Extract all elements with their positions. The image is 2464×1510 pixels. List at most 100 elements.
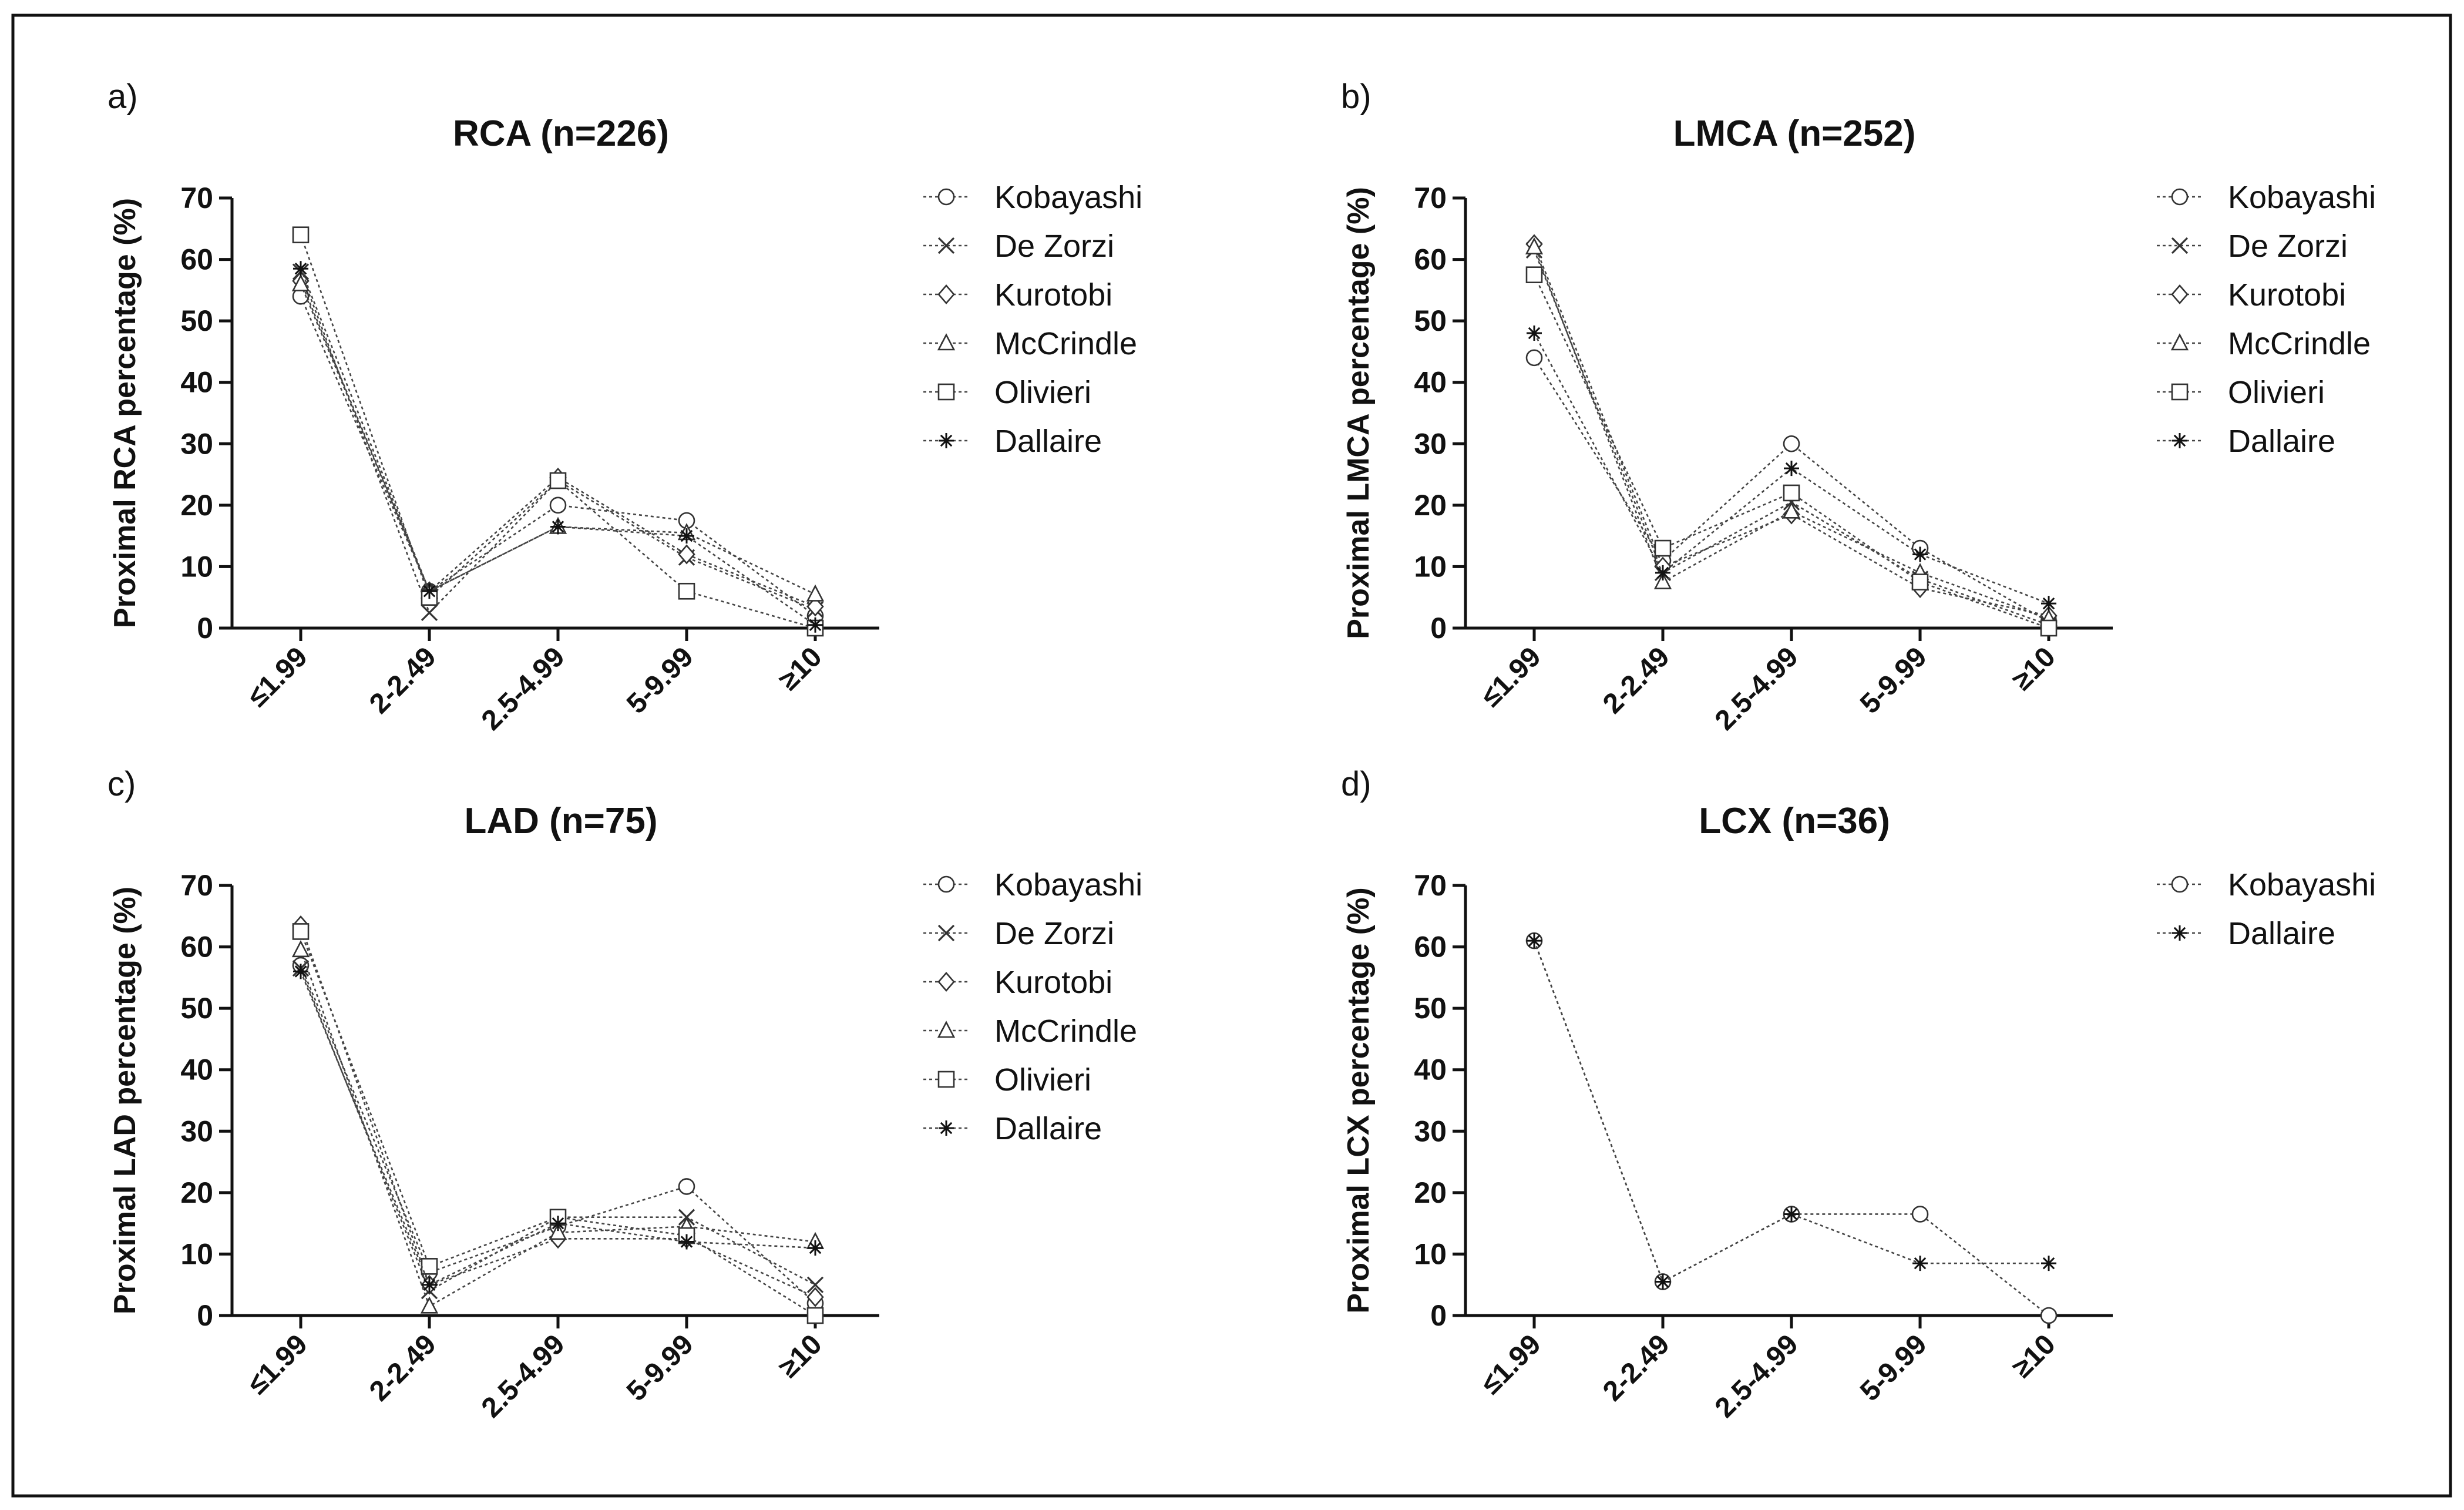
panel-c-point-marker-square <box>806 1307 824 1324</box>
panel-b-series-dallaire <box>1527 326 2056 612</box>
panel-a-point-marker-asterisk <box>679 528 694 544</box>
panel-b-ytick-label: 70 <box>1414 182 1447 214</box>
panel-a-legend-marker-square <box>937 383 955 401</box>
panel-c-point-marker-diamond <box>806 1287 824 1307</box>
panel-c-legend-marker-diamond <box>937 972 955 992</box>
panel-a-ytick-label: 50 <box>180 304 213 337</box>
panel-d-ytick-label: 20 <box>1414 1176 1447 1209</box>
panel-c-legend-marker-square <box>937 1071 955 1088</box>
panel-c-point-marker-asterisk <box>679 1234 694 1250</box>
panel-c-point-marker-asterisk <box>550 1216 566 1232</box>
panel-b-ytick-label: 50 <box>1414 304 1447 337</box>
panel-c-legend-label: Olivieri <box>994 1062 1091 1098</box>
panel-d-series-line <box>1533 940 2049 1283</box>
panel-c-ylabel: Proximal LAD percentage (%) <box>108 887 142 1314</box>
panel-c-ytick-label: 20 <box>180 1176 213 1209</box>
panel-b-ytick-label: 20 <box>1414 489 1447 522</box>
panel-a-point-marker-x <box>421 604 438 621</box>
panel-d-legend-label: Dallaire <box>2228 916 2335 951</box>
panel-a-ylabel: Proximal RCA percentage (%) <box>108 198 142 628</box>
panel-b-legend-label: De Zorzi <box>2228 229 2348 264</box>
panel-c-ytick-label: 70 <box>180 869 213 902</box>
panel-b-legend-marker-x <box>2171 237 2189 254</box>
panel-b-legend-label: Kurotobi <box>2228 277 2346 313</box>
panel-a-legend-label: Olivieri <box>994 375 1091 410</box>
panel-a-ytick-label: 60 <box>180 243 213 276</box>
panel-a-legend-label: Kobayashi <box>994 180 1142 215</box>
panel-a-ytick-label: 0 <box>197 612 213 645</box>
panel-d-point-marker-circle <box>1911 1206 1929 1223</box>
panel-a-point-marker-triangle <box>291 274 310 291</box>
panel-b-point-marker-asterisk <box>1912 546 1928 562</box>
panel-c-legend-label: Kurotobi <box>994 965 1112 1000</box>
panel-b-series-olivieri <box>1525 266 2058 637</box>
panel-d-ytick-label: 30 <box>1414 1115 1447 1147</box>
panel-b-ytick-label: 40 <box>1414 366 1447 399</box>
panel-b-point-marker-triangle <box>1782 501 1801 519</box>
panel-b-legend-label: Kobayashi <box>2228 180 2376 215</box>
panel-d-point-marker-asterisk <box>1655 1274 1670 1290</box>
panel-b-point-marker-square <box>1654 539 1672 557</box>
panel-a-point-marker-diamond <box>678 544 695 565</box>
panel-a-legend-label: Dallaire <box>994 424 1102 459</box>
panel-d-ytick-label: 60 <box>1414 931 1447 964</box>
panel-b-ytick-label: 10 <box>1414 550 1447 583</box>
panel-a-point-marker-asterisk <box>422 583 437 599</box>
panel-b-point-marker-asterisk <box>1527 326 1542 341</box>
panel-b-legend-marker-square <box>2171 383 2189 401</box>
panel-c-legend-label: De Zorzi <box>994 916 1114 951</box>
panel-c-legend-label: Kobayashi <box>994 867 1142 902</box>
panel-b-legend-label: McCrindle <box>2228 326 2371 361</box>
panel-a-ytick-label: 30 <box>180 427 213 460</box>
panel-b-series-line <box>1533 243 2049 617</box>
panel-c-series-dallaire <box>293 964 823 1293</box>
panel-a-series-dallaire <box>293 261 823 633</box>
panel-c-point-marker-asterisk <box>808 1240 823 1256</box>
panel-d-legend-marker-circle <box>2171 875 2189 893</box>
panel-b-title: LMCA (n=252) <box>1673 113 1916 154</box>
panel-c-ytick-label: 60 <box>180 931 213 964</box>
panel-a-series-olivieri <box>292 226 824 637</box>
panel-d-legend-marker-asterisk <box>2172 925 2187 941</box>
panel-a-point-marker-square <box>292 226 310 244</box>
panel-a-legend-marker-asterisk <box>939 433 954 448</box>
panel-b-point-marker-circle <box>1783 435 1800 452</box>
panel-a-point-marker-square <box>549 472 567 489</box>
panel-a-point-marker-circle <box>549 496 567 514</box>
panel-d-point-marker-asterisk <box>1784 1206 1799 1222</box>
panel-d-point-marker-asterisk <box>1912 1256 1928 1271</box>
panel-b-ytick-label: 30 <box>1414 427 1447 460</box>
panel-c-point-marker-asterisk <box>422 1277 437 1293</box>
panel-d-ytick-label: 10 <box>1414 1237 1447 1270</box>
panel-b-point-marker-asterisk <box>1655 565 1670 580</box>
panel-b-legend: Kobayashi De Zorzi Kurotobi McCrindle Olivie… <box>2157 180 2376 459</box>
panel-a-letter: a) <box>107 78 138 116</box>
panel-d-ytick-label: 40 <box>1414 1053 1447 1086</box>
panel-c-ytick-label: 50 <box>180 992 213 1025</box>
panel-a-ytick-label: 70 <box>180 182 213 214</box>
panel-b-ytick-label: 60 <box>1414 243 1447 276</box>
panel-d-point-marker-asterisk <box>1527 933 1542 949</box>
panel-a-series-line <box>300 268 816 626</box>
panel-d-ytick-label: 0 <box>1430 1299 1447 1332</box>
panel-a-legend-label: Kurotobi <box>994 277 1112 313</box>
panel-b-legend-label: Olivieri <box>2228 375 2325 410</box>
panel-a-point-marker-square <box>678 582 695 600</box>
panel-b-ylabel: Proximal LMCA percentage (%) <box>1342 187 1376 639</box>
panel-a-legend-label: De Zorzi <box>994 229 1114 264</box>
panel-a-legend-marker-triangle <box>937 333 956 351</box>
panel-c-point-marker-triangle <box>549 1223 567 1240</box>
panel-c-legend-marker-triangle <box>937 1021 956 1038</box>
panel-c-point-marker-x <box>806 1276 824 1293</box>
panel-a-point-marker-diamond <box>806 596 824 617</box>
panel-b-legend-marker-circle <box>2171 188 2189 206</box>
panel-d-letter: d) <box>1341 765 1371 803</box>
panel-d-point-marker-circle <box>2040 1307 2058 1324</box>
panel-c-legend-marker-circle <box>937 875 955 893</box>
panel-c-point-marker-circle <box>678 1178 695 1195</box>
panel-c-ytick-label: 40 <box>180 1053 213 1086</box>
panel-a-legend-marker-x <box>937 237 955 254</box>
panel-b-point-marker-square <box>1783 484 1800 502</box>
panel-a-point-marker-asterisk <box>293 261 308 277</box>
